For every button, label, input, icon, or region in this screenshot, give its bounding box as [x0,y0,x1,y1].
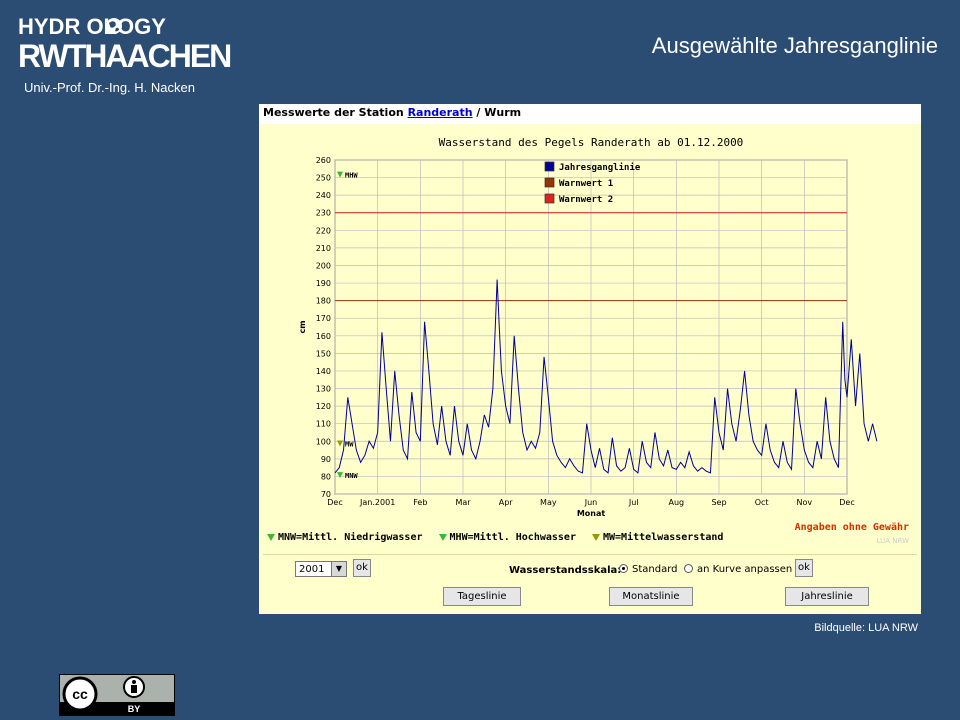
y-tick-label: 150 [316,349,331,358]
x-tick-label: Jul [628,498,639,507]
scale-ok-button[interactable]: ok [795,559,813,577]
marker-triangle [337,440,343,447]
x-tick-label: Dec [327,498,342,507]
x-tick-label: Aug [669,498,685,507]
x-tick-label: Jun [584,498,598,507]
jahreslinie-button[interactable]: Jahreslinie [785,587,869,606]
triangle-icon [438,533,447,541]
chart-controls: 2001 ▼ ok Wasserstandsskala: Standard an… [263,554,917,611]
legend-label: Warnwert 2 [559,195,613,205]
y-tick-label: 230 [316,209,331,218]
x-tick-label: Feb [413,498,427,507]
scale-label: Wasserstandsskala: [509,565,622,576]
radio-standard-label: Standard [632,564,678,575]
cc-by-label: BY [128,704,141,714]
x-tick-label: May [540,498,557,507]
legend-swatch [544,177,555,188]
y-tick-label: 130 [316,385,331,394]
station-panel: Messwerte der Station Randerath / Wurm W… [259,104,921,614]
cc-by-icon: cc BY [60,676,174,715]
y-axis-label: cm [298,320,307,333]
svg-text:cc: cc [72,686,88,702]
year-ok-button[interactable]: ok [353,559,371,577]
x-tick-label: Mar [455,498,471,507]
tageslinie-button[interactable]: Tageslinie [443,587,521,606]
y-tick-label: 260 [316,156,331,165]
water-level-chart: Wasserstand des Pegels Randerath ab 01.1… [298,136,878,518]
y-tick-label: 210 [316,244,331,253]
y-tick-label: 100 [316,437,331,446]
legend-mhw: MHW=Mittl. Hochwasser [438,532,576,543]
legend-mw-label: MW=Mittelwasserstand [603,532,724,543]
x-tick-label: Oct [755,498,769,507]
globe-icon [106,18,122,34]
x-tick-label: Jan.2001 [359,498,395,507]
image-source-credit: Bildquelle: LUA NRW [814,622,918,634]
triangle-icon [267,533,275,541]
panel-heading-suffix: / Wurm [476,106,522,119]
radio-standard[interactable] [619,564,628,573]
legend-label: Warnwert 1 [559,179,613,189]
y-tick-label: 180 [316,297,331,306]
y-tick-label: 170 [316,314,331,323]
year-select-value: 2001 [299,564,325,575]
lua-watermark: LUA NRW [876,537,909,545]
radio-fit-curve-label: an Kurve anpassen [697,564,793,575]
y-tick-label: 220 [316,226,331,235]
chart-title: Wasserstand des Pegels Randerath ab 01.1… [439,136,744,149]
y-tick-label: 250 [316,174,331,183]
legend-mw: MW=Mittelwasserstand [592,532,723,543]
y-tick-label: 80 [321,472,331,481]
y-tick-label: 160 [316,332,331,341]
legend-swatch [544,161,555,172]
legend-mnw: MNW=Mittl. Niedrigwasser [267,532,423,543]
y-tick-label: 110 [316,420,331,429]
x-tick-label: Apr [499,498,514,507]
marker-label: MNW [345,472,358,480]
disclaimer-text: Angaben ohne Gewähr [794,522,909,533]
professor-name: Univ.-Prof. Dr.-Ing. H. Nacken [24,80,195,95]
chevron-down-icon[interactable]: ▼ [331,562,346,576]
x-tick-label: Nov [797,498,813,507]
y-tick-label: 140 [316,367,331,376]
slide-title: Ausgewählte Jahresganglinie [651,33,938,58]
y-tick-label: 240 [316,191,331,200]
y-tick-label: 90 [321,455,331,464]
cc-by-badge[interactable]: cc BY [59,674,175,716]
legend-mnw-label: MNW=Mittl. Niedrigwasser [278,532,423,543]
x-axis-label: Monat [577,509,606,518]
year-select[interactable]: 2001 ▼ [295,561,347,577]
x-tick-label: Sep [711,498,726,507]
panel-heading-prefix: Messwerte der Station [263,106,404,119]
legend-mhw-label: MHW=Mittl. Hochwasser [449,532,576,543]
y-tick-label: 200 [316,261,331,270]
marker-triangle [337,171,343,178]
jahresganglinie-line [334,279,878,474]
logo-hydrology-text: HYDR OLOGY [18,14,166,39]
logo-rwth-text: RWTHAACHEN [18,38,232,74]
marker-legend: MNW=Mittl. Niedrigwasser MHW=Mittl. Hoch… [267,532,733,543]
station-link[interactable]: Randerath [407,106,473,119]
y-tick-label: 190 [316,279,331,288]
marker-label: MHW [345,172,358,180]
y-tick-label: 70 [321,490,331,499]
monatslinie-button[interactable]: Monatslinie [609,587,693,606]
y-tick-label: 120 [316,402,331,411]
marker-triangle [337,472,343,479]
x-tick-label: Dec [839,498,854,507]
triangle-icon [592,533,600,541]
marker-label: MW [345,441,354,449]
legend-swatch [544,193,555,204]
panel-heading: Messwerte der Station Randerath / Wurm [259,104,921,124]
radio-fit-curve[interactable] [684,564,693,573]
legend-label: Jahresganglinie [559,162,641,173]
